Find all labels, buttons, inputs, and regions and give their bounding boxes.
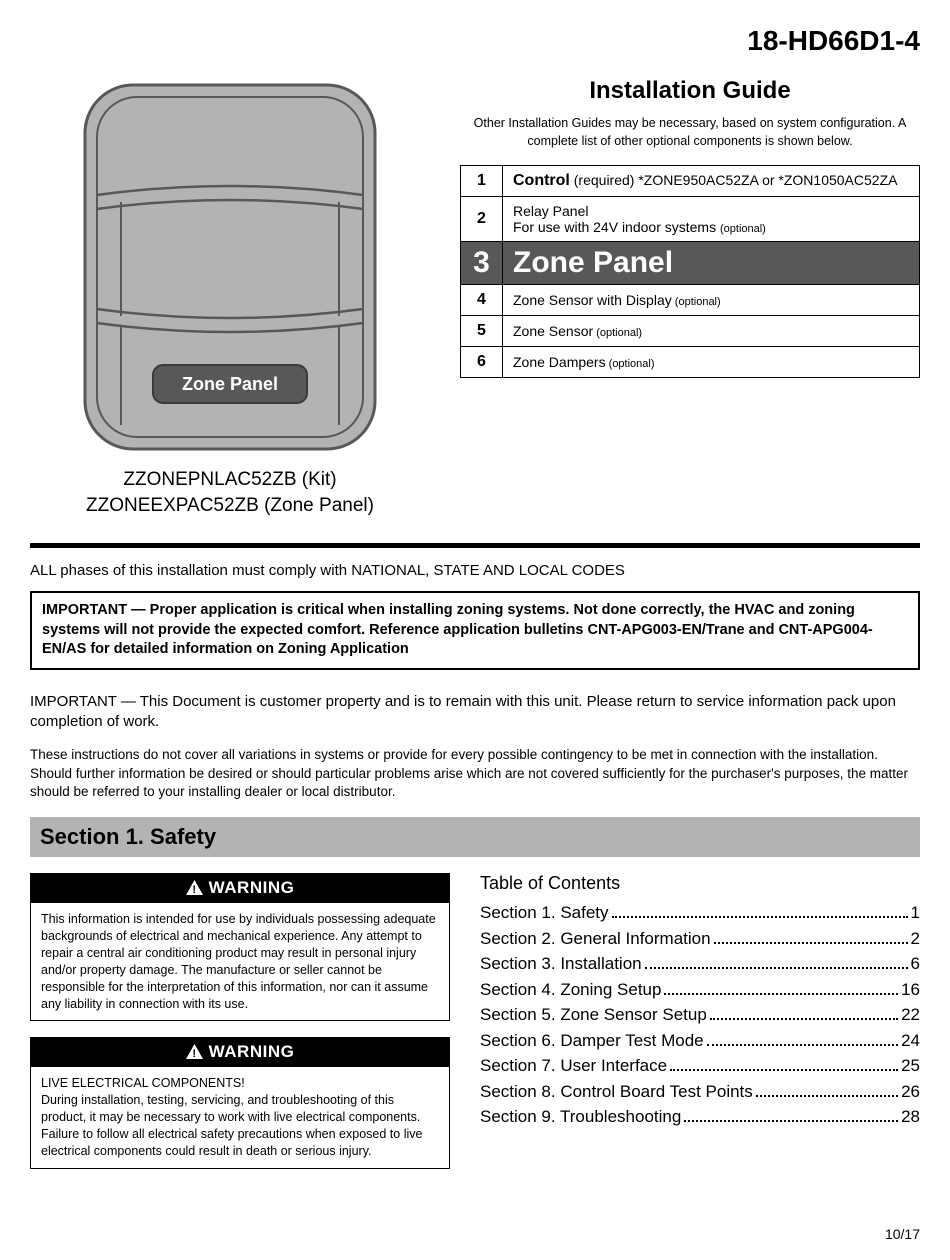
- component-desc: Zone Sensor with Display (optional): [503, 285, 920, 316]
- top-section: Zone Panel ZZONEPNLAC52ZB (Kit) ZZONEEXP…: [30, 77, 920, 518]
- warning-body-1: This information is intended for use by …: [30, 903, 450, 1021]
- toc-row: Section 5. Zone Sensor Setup22: [480, 1002, 920, 1028]
- component-desc: Zone Dampers (optional): [503, 347, 920, 378]
- divider-rule: [30, 543, 920, 548]
- warning-2-text: During installation, testing, servicing,…: [41, 1093, 422, 1158]
- important-box: IMPORTANT — Proper application is critic…: [30, 591, 920, 670]
- table-row: 2 Relay PanelFor use with 24V indoor sys…: [461, 197, 920, 242]
- warnings-column: !WARNING This information is intended fo…: [30, 873, 450, 1185]
- guide-column: Installation Guide Other Installation Gu…: [460, 77, 920, 518]
- warning-header-1: !WARNING: [30, 873, 450, 903]
- table-row: 6 Zone Dampers (optional): [461, 347, 920, 378]
- warning-triangle-icon: !: [186, 1044, 203, 1059]
- document-number: 18-HD66D1-4: [30, 25, 920, 57]
- product-code-kit: ZZONEPNLAC52ZB (Kit): [30, 467, 430, 493]
- table-row-highlight: 3 Zone Panel: [461, 242, 920, 285]
- table-row: 5 Zone Sensor (optional): [461, 316, 920, 347]
- device-column: Zone Panel ZZONEPNLAC52ZB (Kit) ZZONEEXP…: [30, 77, 430, 518]
- table-of-contents: Table of Contents Section 1. Safety1 Sec…: [480, 873, 920, 1185]
- product-code-panel: ZZONEEXPAC52ZB (Zone Panel): [30, 493, 430, 519]
- installation-guide-subtitle: Other Installation Guides may be necessa…: [460, 115, 920, 150]
- svg-text:!: !: [192, 1048, 196, 1059]
- toc-row: Section 3. Installation6: [480, 951, 920, 977]
- toc-row: Section 4. Zoning Setup16: [480, 977, 920, 1003]
- zone-panel-illustration: Zone Panel: [75, 77, 385, 457]
- component-number: 2: [461, 197, 503, 242]
- toc-row: Section 8. Control Board Test Points26: [480, 1079, 920, 1105]
- component-number: 1: [461, 166, 503, 197]
- page-date: 10/17: [885, 1226, 920, 1242]
- table-row: 4 Zone Sensor with Display (optional): [461, 285, 920, 316]
- component-number: 5: [461, 316, 503, 347]
- component-number: 4: [461, 285, 503, 316]
- product-codes: ZZONEPNLAC52ZB (Kit) ZZONEEXPAC52ZB (Zon…: [30, 467, 430, 518]
- component-number: 3: [461, 242, 503, 285]
- warning-body-2: LIVE ELECTRICAL COMPONENTS! During insta…: [30, 1067, 450, 1168]
- compliance-note: ALL phases of this installation must com…: [30, 562, 920, 579]
- toc-row: Section 6. Damper Test Mode24: [480, 1028, 920, 1054]
- toc-row: Section 9. Troubleshooting28: [480, 1104, 920, 1130]
- instructions-disclaimer: These instructions do not cover all vari…: [30, 746, 920, 801]
- warning-triangle-icon: !: [186, 880, 203, 895]
- installation-guide-title: Installation Guide: [460, 77, 920, 105]
- component-desc: Relay PanelFor use with 24V indoor syste…: [503, 197, 920, 242]
- warning-2-title: LIVE ELECTRICAL COMPONENTS!: [41, 1076, 245, 1090]
- customer-property-note: IMPORTANT — This Document is customer pr…: [30, 692, 920, 733]
- component-desc: Zone Sensor (optional): [503, 316, 920, 347]
- bottom-section: !WARNING This information is intended fo…: [30, 873, 920, 1185]
- section-1-header: Section 1. Safety: [30, 817, 920, 857]
- table-row: 1 Control (required) *ZONE950AC52ZA or *…: [461, 166, 920, 197]
- toc-row: Section 2. General Information2: [480, 926, 920, 952]
- component-number: 6: [461, 347, 503, 378]
- toc-row: Section 7. User Interface25: [480, 1053, 920, 1079]
- component-desc: Zone Panel: [503, 242, 920, 285]
- toc-title: Table of Contents: [480, 873, 920, 894]
- svg-text:!: !: [192, 884, 196, 895]
- component-desc: Control (required) *ZONE950AC52ZA or *ZO…: [503, 166, 920, 197]
- components-table: 1 Control (required) *ZONE950AC52ZA or *…: [460, 165, 920, 378]
- warning-header-2: !WARNING: [30, 1037, 450, 1067]
- toc-row: Section 1. Safety1: [480, 900, 920, 926]
- device-label-text: Zone Panel: [182, 374, 278, 394]
